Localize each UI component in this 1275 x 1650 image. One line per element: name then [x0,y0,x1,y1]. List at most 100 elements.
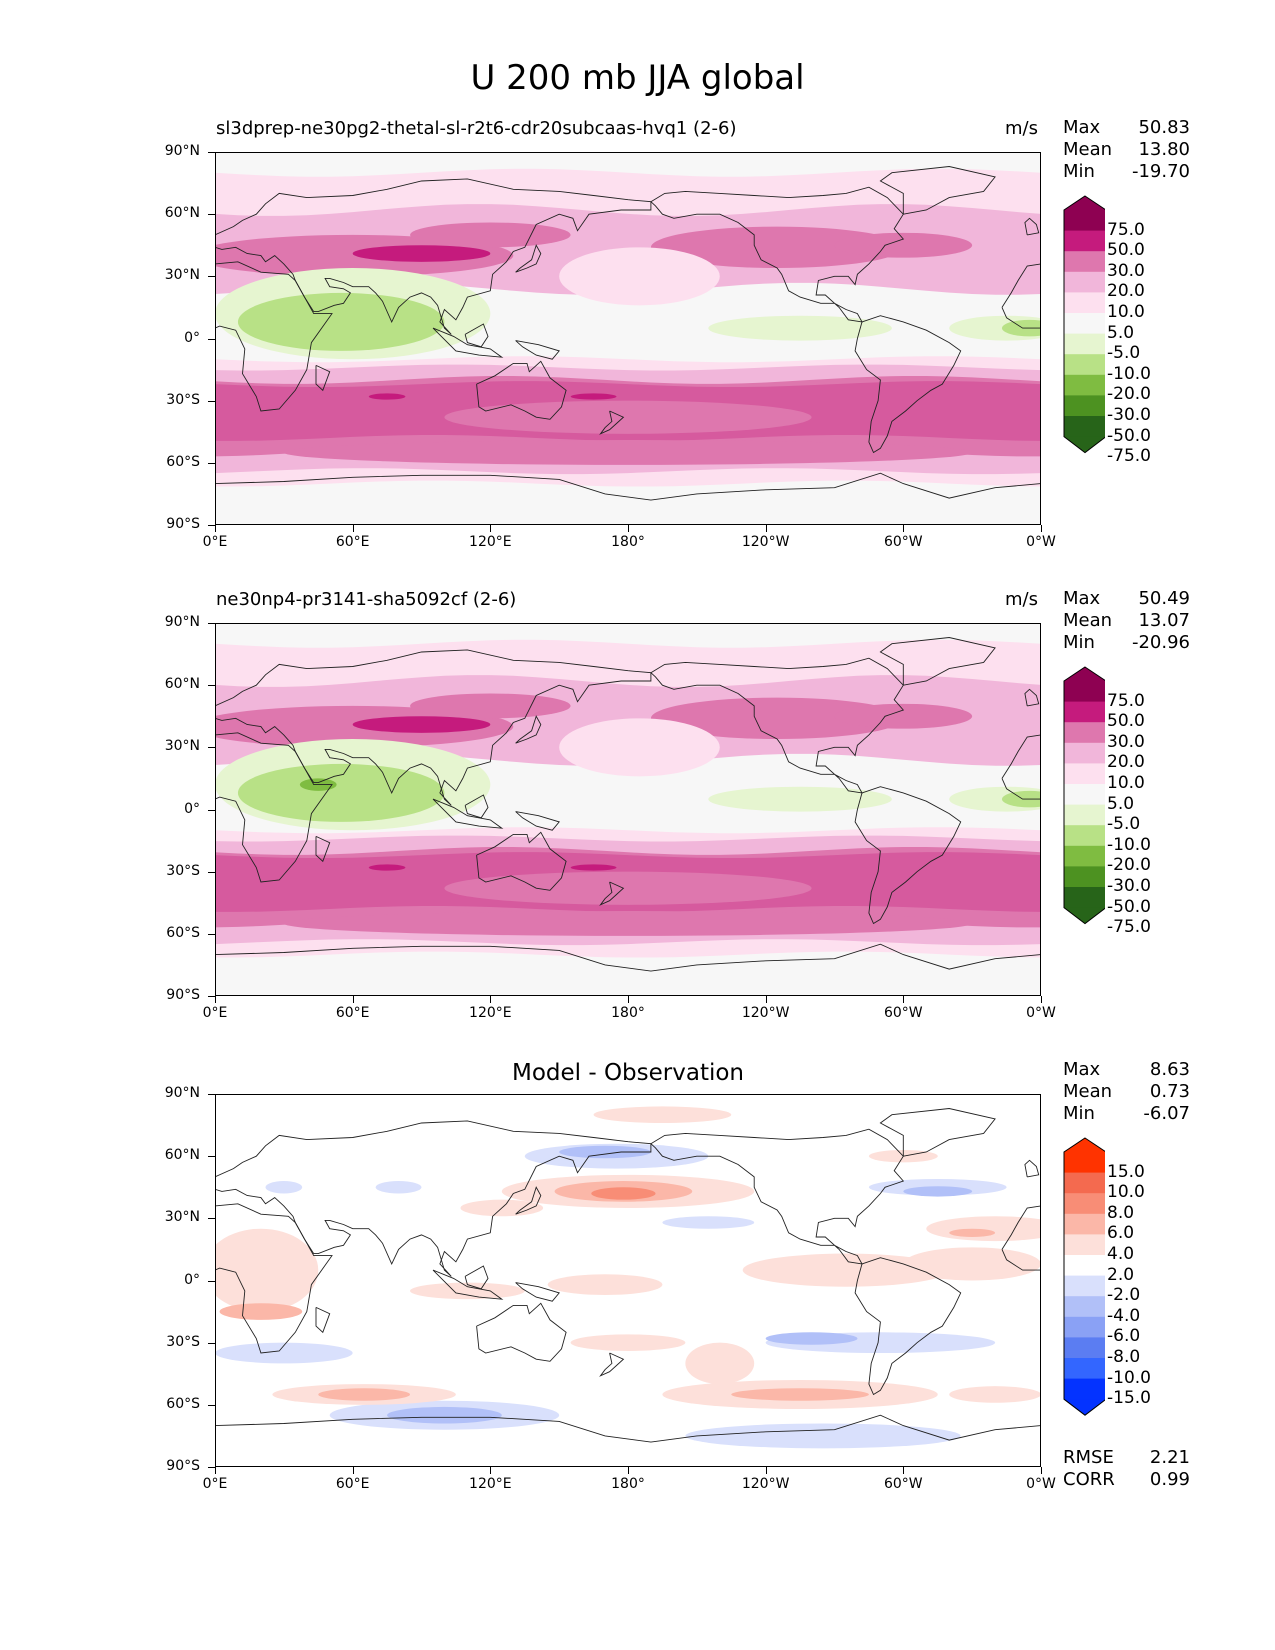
colorbar-swatch [1064,825,1105,847]
lat-tick-mark [208,462,215,464]
contour-blob [387,1406,502,1424]
colorbar-swatch [1064,742,1105,764]
colorbar-level-label: -75.0 [1107,917,1151,938]
contour-blob [593,1106,732,1124]
coastline [215,732,333,883]
coastline [464,794,489,819]
colorbar-swatch [1064,333,1105,355]
lon-tick-label: 60°W [883,1476,923,1492]
lon-tick-label: 60°E [335,1476,370,1492]
contour-blob [559,718,720,777]
colorbar-level-label: 15.0 [1107,1161,1145,1182]
colorbar-swatch [1064,1337,1105,1359]
contour-blob [219,1303,303,1320]
colorbar-level-label: 5.0 [1107,322,1135,343]
coastline [1024,1159,1040,1178]
panel-3-title: Model - Observation [511,1060,745,1086]
lat-tick-mark [208,152,215,153]
lat-tick-label: 30°S [166,862,200,879]
lat-tick-mark [208,1342,215,1344]
coastline [650,186,905,323]
contour-blob [903,1186,973,1197]
colorbar-swatch [1064,1316,1105,1338]
coastline [215,1414,1041,1443]
lat-tick-label: 90°S [166,1458,200,1474]
contour-blob [283,440,973,465]
lon-tick-mark [215,1467,216,1474]
lon-tick-label: 60°E [335,1005,370,1021]
contour-blob [685,1423,961,1449]
colorbar-level-label: 10.0 [1107,1182,1145,1203]
colorbar-swatch [1064,1213,1105,1235]
contour-band [215,152,1041,169]
contour-blob [237,763,445,822]
lon-tick-mark [903,996,905,1003]
lat-tick-label: 0° [184,329,200,346]
colorbar-swatch [1064,230,1105,252]
coastline [215,178,652,335]
contour-blob [731,1388,869,1401]
lat-tick-label: 30°N [164,738,200,755]
colorbar-level-label: 5.0 [1107,793,1135,814]
lat-tick-mark [208,871,215,873]
lon-tick-mark [352,996,354,1003]
contour-blob [903,1247,1041,1281]
lon-tick-mark [765,525,767,532]
coastline [599,410,625,435]
panel-2-title: ne30np4-pr3141-sha5092cf (2-6) [216,589,517,610]
coastline [650,657,905,794]
panel-1-title: sl3dprep-ne30pg2-thetal-sl-r2t6-cdr20sub… [216,118,737,139]
lon-tick-label: 120°E [469,1005,512,1021]
colorbar-level-label: 20.0 [1107,281,1145,302]
colorbar-swatch [1064,251,1105,273]
contour-blob [215,1228,319,1312]
colorbar-swatch [1064,845,1105,867]
lon-tick-mark [215,525,216,532]
contour-blob [352,245,491,262]
contour-blob [834,232,973,258]
lat-tick-mark [208,525,215,526]
contour-blob [444,871,812,905]
colorbar-level-label: 50.0 [1107,240,1145,261]
lat-tick-mark [208,747,215,749]
colorbar-level-label: -5.0 [1107,343,1141,364]
contour-blob [375,1181,422,1194]
colorbar-graphic [1063,666,1105,925]
lat-tick-label: 30°N [164,267,200,284]
lon-tick-label: 0°E [202,1005,228,1021]
contour-blob [591,1187,656,1200]
colorbar-swatch [1064,1378,1105,1400]
lon-tick-label: 60°W [883,1005,923,1021]
coastline [599,881,625,906]
lon-tick-mark [628,525,629,532]
lon-tick-mark [1041,996,1042,1003]
colorbar-swatch [1064,1234,1105,1256]
lat-tick-label: 60°S [166,924,200,941]
coastlines [215,1108,1041,1443]
contour-blob [685,1342,755,1385]
coastlines [215,166,1041,501]
lat-tick-mark [208,1156,215,1158]
lon-tick-label: 0°E [202,1476,228,1492]
colorbar-swatch [1064,395,1105,417]
contour-blob [1002,319,1041,337]
colorbar-level-label: -30.0 [1107,876,1151,896]
lat-tick-label: 60°N [164,676,200,693]
lat-tick-label: 60°N [164,1147,200,1164]
panel-2-units: m/s [1005,589,1038,610]
lon-tick-mark [352,525,354,532]
lon-tick-mark [215,996,216,1003]
panel-1-units: m/s [1005,118,1038,139]
contour-blob [949,1386,1041,1403]
colorbar-swatch [1064,804,1105,826]
colorbar-extend-top [1064,1138,1105,1152]
colorbar-level-label: -10.0 [1107,1367,1151,1388]
contour-blob [708,786,892,812]
colorbar-level-label: -8.0 [1107,1347,1141,1367]
contour-blob [742,1253,950,1287]
contour-blob [559,1145,651,1159]
colorbar-swatch [1064,681,1105,703]
lat-tick-label: 90°N [164,614,200,630]
lon-tick-label: 0°W [1026,1005,1056,1021]
contour-blob [318,1388,411,1401]
